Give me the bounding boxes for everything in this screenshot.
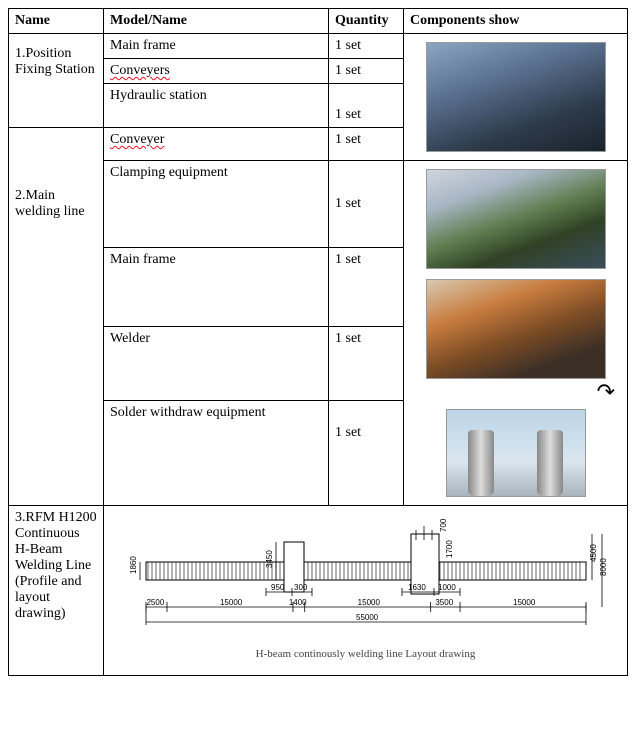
dim-text: 55000	[356, 613, 379, 622]
dim-text: 1700	[445, 540, 454, 558]
component-photo-3	[426, 279, 606, 379]
svg-text:300: 300	[294, 583, 308, 592]
svg-text:950: 950	[271, 583, 285, 592]
model-text: Solder withdraw equipment	[110, 405, 266, 420]
qty-cell: 1 set	[329, 128, 404, 161]
dim-text: 1860	[129, 556, 138, 574]
component-photo-4	[446, 409, 586, 497]
model-cell: Conveyer	[104, 128, 329, 161]
model-cell: Hydraulic station	[104, 84, 329, 128]
components-cell	[404, 34, 628, 161]
qty-text: 1 set	[335, 425, 361, 440]
svg-text:1400: 1400	[288, 598, 306, 607]
svg-text:15000: 15000	[513, 598, 536, 607]
qty-cell: 1 set	[329, 84, 404, 128]
svg-text:3500: 3500	[435, 598, 453, 607]
dim-text: 3450	[265, 550, 274, 568]
model-text: Main frame	[110, 38, 176, 53]
model-text: Welder	[110, 331, 150, 346]
diagram-caption: H-beam continously welding line Layout d…	[106, 648, 625, 660]
qty-cell: 1 set	[329, 248, 404, 326]
svg-text:15000: 15000	[357, 598, 380, 607]
dim-text: 8000	[599, 558, 608, 576]
equipment-table: Name Model/Name Quantity Components show…	[8, 8, 628, 676]
model-cell: Main frame	[104, 34, 329, 59]
section-name: 1.Position Fixing Station	[15, 46, 95, 77]
qty-cell: 1 set	[329, 161, 404, 248]
dim-text: 700	[439, 518, 448, 532]
model-text: Hydraulic station	[110, 88, 207, 103]
qty-text: 1 set	[335, 196, 361, 211]
svg-text:1630: 1630	[408, 583, 426, 592]
table-row: 1.Position Fixing Station Main frame 1 s…	[9, 34, 628, 59]
model-cell: Clamping equipment	[104, 161, 329, 248]
model-cell: Conveyers	[104, 59, 329, 84]
diagram-cell: 1860 3450 700 1700 4500 8000 950 300 1630 1…	[104, 506, 628, 676]
section-name-cell: 3.RFM H1200 Continuous H-Beam Welding Li…	[9, 506, 104, 676]
model-text: Conveyer	[110, 132, 164, 147]
table-header-row: Name Model/Name Quantity Components show	[9, 9, 628, 34]
qty-cell: 1 set	[329, 59, 404, 84]
section-name-cell: 1.Position Fixing Station	[9, 34, 104, 128]
arrow-icon: ↷	[597, 379, 615, 404]
components-cell: ↷	[404, 161, 628, 506]
layout-diagram: 1860 3450 700 1700 4500 8000 950 300 1630 1…	[116, 512, 616, 642]
model-text: Conveyers	[110, 63, 170, 78]
header-name: Name	[9, 9, 104, 34]
section-name: 2.Main welding line	[15, 188, 85, 219]
model-cell: Welder	[104, 326, 329, 400]
header-components: Components show	[404, 9, 628, 34]
model-cell: Main frame	[104, 248, 329, 326]
header-qty: Quantity	[329, 9, 404, 34]
cylinder-icon	[537, 430, 563, 496]
svg-text:15000: 15000	[219, 598, 242, 607]
svg-text:2500: 2500	[146, 598, 164, 607]
cylinder-icon	[468, 430, 494, 496]
table-row: 3.RFM H1200 Continuous H-Beam Welding Li…	[9, 506, 628, 676]
section-name-cell: 2.Main welding line	[9, 128, 104, 506]
model-text: Main frame	[110, 252, 176, 267]
qty-cell: 1 set	[329, 400, 404, 505]
header-model: Model/Name	[104, 9, 329, 34]
model-cell: Solder withdraw equipment	[104, 400, 329, 505]
model-text: Clamping equipment	[110, 165, 228, 180]
svg-text:1000: 1000	[438, 583, 456, 592]
qty-cell: 1 set	[329, 34, 404, 59]
qty-text: 1 set	[335, 107, 361, 122]
component-photo-2	[426, 169, 606, 269]
section-name: 3.RFM H1200 Continuous H-Beam Welding Li…	[15, 510, 97, 621]
dim-text: 4500	[589, 544, 598, 562]
component-photo-1	[426, 42, 606, 152]
qty-cell: 1 set	[329, 326, 404, 400]
